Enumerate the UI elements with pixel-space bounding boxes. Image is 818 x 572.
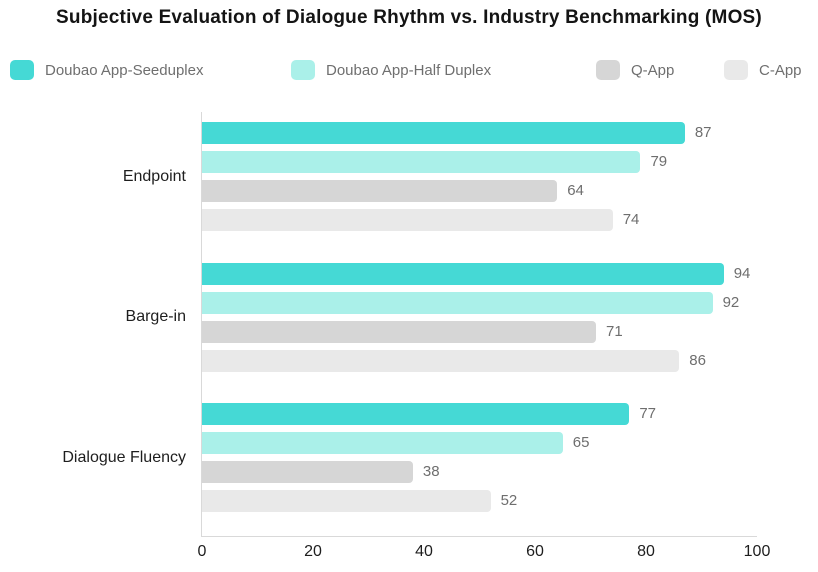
bar-value-label: 79	[650, 153, 668, 170]
legend-label: Doubao App-Half Duplex	[326, 61, 492, 79]
bar	[202, 490, 491, 512]
legend-swatch-icon	[596, 60, 620, 80]
category-label: Dialogue Fluency	[62, 448, 186, 466]
legend-swatch-icon	[10, 60, 34, 80]
bar-value-label: 71	[606, 322, 623, 340]
x-tick-label: 20	[304, 543, 322, 560]
bar-value-label: 64	[567, 182, 584, 199]
legend-label: Doubao App-Seeduplex	[45, 61, 204, 79]
bar	[202, 291, 713, 314]
bar	[202, 180, 558, 202]
x-axis-line	[201, 536, 757, 537]
bar	[202, 403, 630, 425]
bar	[202, 320, 597, 343]
x-tick-label: 60	[526, 543, 544, 560]
chart-title: Subjective Evaluation of Dialogue Rhythm…	[56, 7, 762, 28]
bar-value-label: 38	[422, 463, 440, 480]
bar-value-label: 92	[722, 293, 740, 311]
bar	[202, 122, 685, 144]
bar	[202, 151, 641, 173]
bar	[202, 209, 613, 231]
bar-value-label: 65	[572, 434, 590, 451]
legend-item: Doubao App-Seeduplex	[10, 59, 203, 81]
legend-item: Q-App	[596, 59, 674, 81]
bar	[202, 262, 724, 285]
legend-item: Doubao App-Half Duplex	[291, 59, 491, 81]
x-tick-label: 0	[197, 543, 207, 560]
x-tick-label: 80	[637, 543, 655, 560]
bar	[202, 349, 680, 372]
legend-label: Q-App	[631, 61, 675, 79]
y-axis-line	[201, 112, 202, 537]
category-label: Endpoint	[122, 167, 186, 185]
bar-value-label: 94	[733, 264, 751, 282]
legend-swatch-icon	[724, 60, 748, 80]
bar-value-label: 77	[639, 405, 657, 422]
bar-value-label: 52	[500, 492, 518, 509]
bar-value-label: 86	[689, 351, 706, 369]
category-label: Barge-in	[125, 308, 186, 325]
legend-label: C-App	[759, 61, 802, 79]
bar-value-label: 87	[694, 124, 712, 141]
x-tick-label: 40	[415, 543, 433, 560]
legend-swatch-icon	[291, 60, 315, 80]
bar	[202, 461, 413, 483]
bar-value-label: 74	[622, 211, 640, 228]
legend-item: C-App	[724, 59, 802, 81]
x-tick-label: 100	[743, 543, 771, 560]
bar	[202, 432, 563, 454]
